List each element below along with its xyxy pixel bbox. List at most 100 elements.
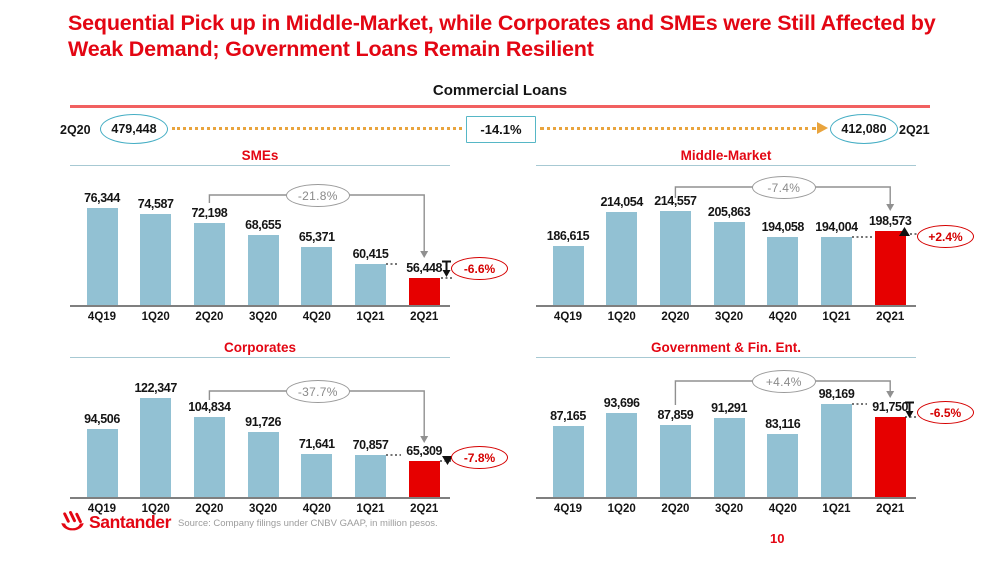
category-label: 4Q20 [302,503,331,515]
bar-4Q19 [552,426,584,497]
bar-1Q20 [606,413,638,497]
bar-4Q20 [767,236,799,305]
category-label: 3Q20 [249,503,278,515]
santander-logo: Santander [60,511,171,533]
section-title: Commercial Loans [432,82,568,99]
x-axis [70,497,450,499]
start-value: 479,448 [111,122,157,136]
flame-icon [61,511,84,531]
chart-title: Government & Fin. Ent. [650,340,801,355]
start-period-label: 2Q20 [60,123,91,137]
bar-value-label: 87,859 [657,407,694,422]
category-label: 4Q19 [553,311,583,323]
qoq-change-oval: -7.8% [451,446,508,469]
yoy-change-oval: +4.4% [751,370,816,393]
plot-area: 94,506 4Q19 122,347 1Q20 104,834 2Q20 91,726 3Q… [70,357,490,525]
bar-value-label: 104,834 [188,400,231,415]
category-label: 1Q21 [356,311,385,323]
qoq-change-label: +2.4% [928,229,963,244]
title-underline [70,357,450,358]
end-period-label: 2Q21 [899,123,930,137]
plot-area: 76,344 4Q19 74,587 1Q20 72,198 2Q20 68,655 3Q20… [70,165,490,333]
category-label: 3Q20 [715,503,744,515]
category-label: 3Q20 [715,311,744,323]
qoq-change-oval: -6.5% [917,401,974,424]
bar-2Q21 [874,416,906,497]
yoy-change-label: +4.4% [765,374,802,389]
x-axis [536,305,916,307]
page-number: 10 [770,531,785,546]
bar-value-label: 71,641 [298,437,335,452]
bar-3Q20 [713,221,745,305]
x-axis [536,497,916,499]
bar-value-label: 65,309 [406,444,443,459]
category-label: 2Q20 [661,311,690,323]
bar-value-label: 194,004 [815,219,858,234]
bar-4Q20 [301,246,333,305]
bar-value-label: 83,116 [765,417,801,432]
chart-title: SMEs [241,148,279,163]
bar-4Q19 [86,428,118,497]
bar-2Q20 [193,417,225,497]
bar-2Q21 [874,231,906,305]
qoq-change-oval: +2.4% [917,225,974,248]
category-label: 1Q20 [141,311,170,323]
bar-value-label: 56,448 [406,261,443,275]
title-underline [70,165,450,166]
yoy-change-label: -7.4% [767,180,801,195]
category-label: 1Q20 [607,503,636,515]
chart-title: Corporates [223,340,296,355]
decrease-arrow-icon [441,260,455,278]
bar-2Q21 [408,278,440,305]
yoy-change-oval: -37.7% [285,380,350,403]
chart-panel-government: Government & Fin. Ent. 87,165 4Q19 93,696 1… [536,340,998,532]
category-label: 4Q20 [768,503,797,515]
qoq-change-label: -6.6% [463,261,496,276]
total-change-value: -14.1% [480,122,522,137]
category-label: 1Q21 [822,311,851,323]
bar-4Q19 [552,246,584,305]
qoq-change-label: -7.8% [463,450,496,465]
yoy-change-label: -21.8% [297,188,338,203]
bar-3Q20 [247,431,279,497]
bar-1Q21 [821,404,852,497]
category-label: 4Q20 [768,311,797,323]
yoy-change-oval: -7.4% [751,176,816,199]
qoq-change-oval: -6.6% [451,257,508,280]
bar-1Q20 [140,214,172,305]
bar-4Q20 [301,454,333,497]
start-value-oval: 479,448 [100,114,168,144]
bar-value-label: 65,371 [298,229,335,244]
bar-1Q21 [355,455,386,497]
category-label: 2Q20 [661,503,690,515]
bar-value-label: 91,726 [245,414,282,429]
bar-3Q20 [713,417,745,497]
bar-1Q20 [140,397,172,497]
category-label: 1Q20 [607,311,636,323]
bar-value-label: 194,058 [761,219,805,234]
bar-2Q20 [659,211,691,305]
dotted-connector-right [540,127,816,130]
bar-value-label: 198,573 [868,214,912,229]
bar-1Q21 [355,264,386,305]
bar-value-label: 94,506 [84,411,120,426]
bar-1Q21 [821,236,852,305]
category-label: 4Q19 [87,311,117,323]
source-note: Source: Company filings under CNBV GAAP,… [178,518,438,529]
bar-value-label: 186,615 [546,229,590,244]
bar-value-label: 70,857 [352,438,389,453]
bar-value-label: 74,587 [137,197,174,212]
decrease-arrow-icon [904,401,918,419]
bar-1Q20 [606,211,638,305]
yoy-change-label: -37.7% [297,384,338,399]
bar-value-label: 205,863 [707,204,751,219]
category-label: 2Q20 [195,503,224,515]
title-underline [536,357,916,358]
bar-value-label: 87,165 [550,409,586,424]
bar-2Q21 [408,461,440,497]
bar-4Q19 [86,207,118,305]
bar-2Q20 [193,222,225,305]
arrow-head-icon [817,122,828,134]
bar-value-label: 93,696 [603,396,640,410]
bar-3Q20 [247,235,279,305]
